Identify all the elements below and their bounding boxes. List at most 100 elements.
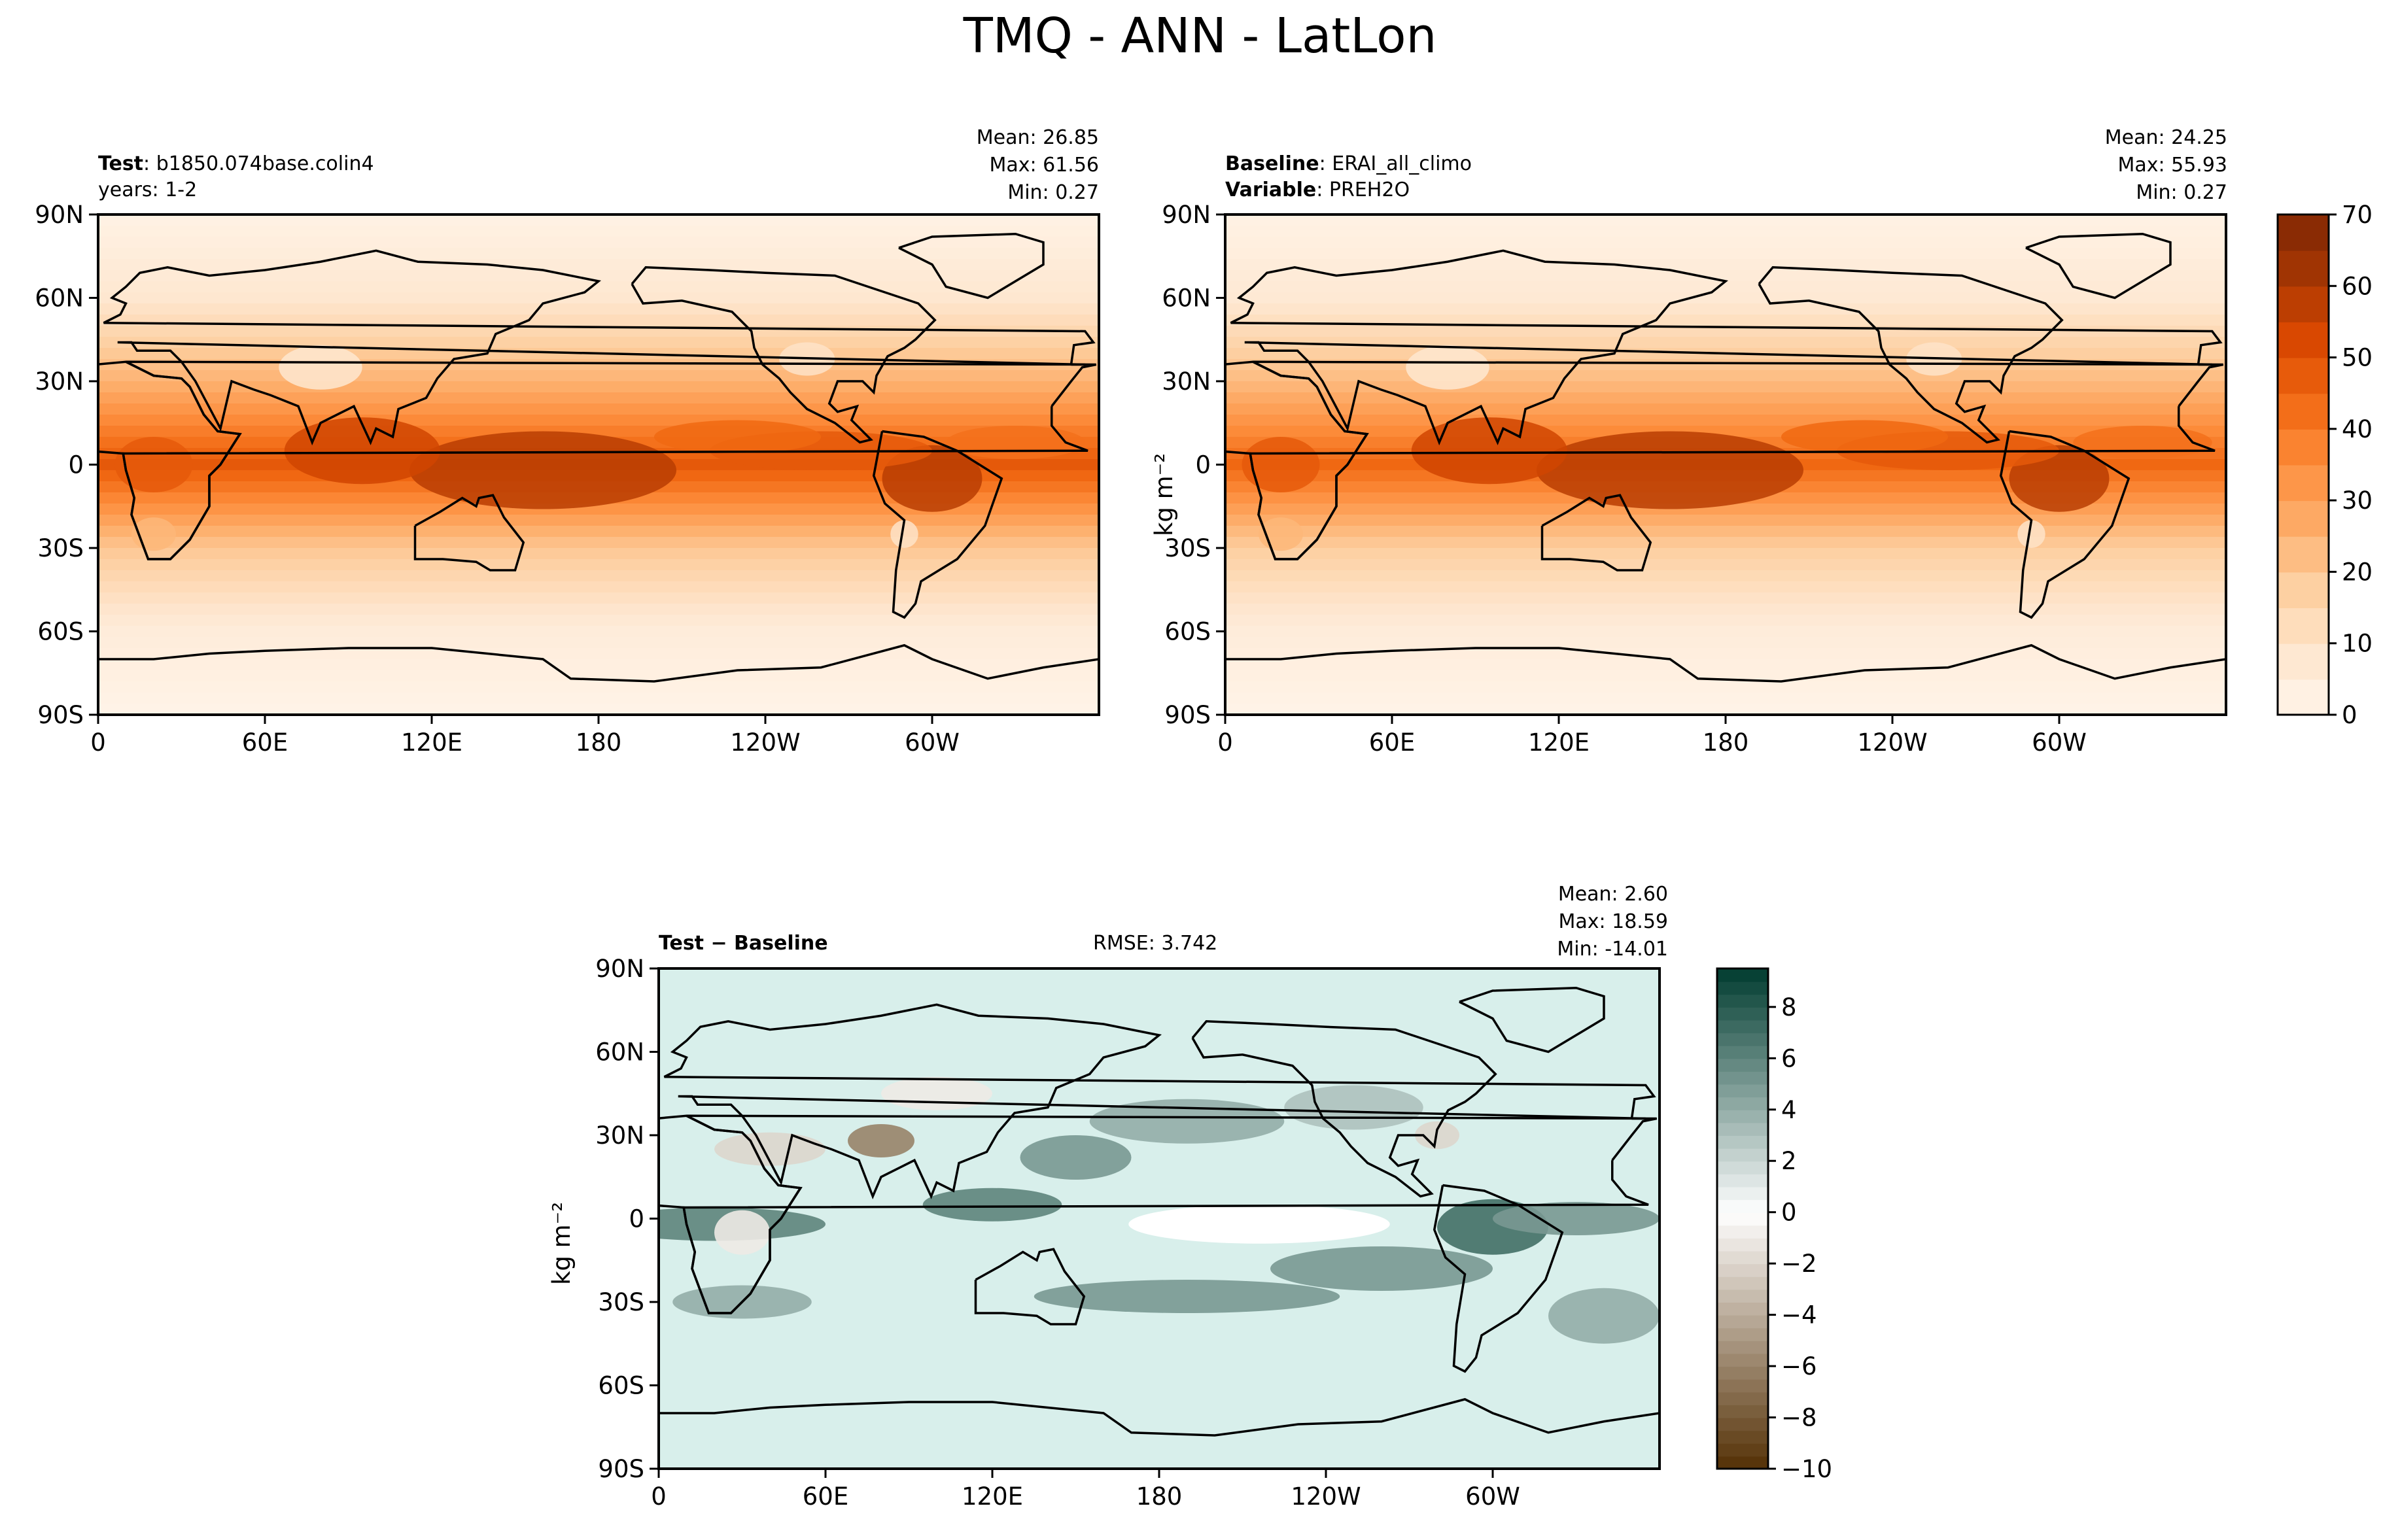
baseline-ytick-label: 30S — [1164, 534, 1211, 562]
diff-rmse: RMSE: 3.742 — [1093, 932, 1218, 955]
baseline-band — [1225, 370, 2226, 382]
test-stat-min: Min: 0.27 — [1007, 181, 1099, 204]
div-colorbar-tick-label: 8 — [1781, 993, 1797, 1021]
div-colorbar-level — [1717, 1006, 1768, 1021]
test-title: Test: b1850.074base.colin4 — [98, 150, 374, 178]
test-name: b1850.074base.colin4 — [156, 152, 374, 175]
test-band — [98, 381, 1099, 393]
baseline-band — [1225, 237, 2226, 248]
test-band — [98, 670, 1099, 682]
div-colorbar-tick-label: 4 — [1781, 1096, 1797, 1124]
baseline-band — [1225, 403, 2226, 415]
baseline-xtick-label: 120W — [1857, 728, 1927, 757]
baseline-band — [1225, 248, 2226, 260]
test-feature — [284, 417, 440, 485]
test-band — [98, 559, 1099, 571]
seq-colorbar-tick-label: 60 — [2342, 272, 2373, 300]
baseline-band — [1225, 637, 2226, 649]
test-coast-africa-west — [98, 360, 242, 560]
test-feature — [654, 420, 821, 454]
diff-feature — [922, 1188, 1062, 1222]
div-colorbar-level — [1717, 1392, 1768, 1405]
seq-colorbar-level — [2278, 464, 2329, 502]
test-band — [98, 270, 1099, 282]
diff-ytick-label: 60S — [598, 1372, 644, 1400]
test-band — [98, 537, 1099, 549]
seq-colorbar-level — [2278, 214, 2329, 251]
div-colorbar-level — [1717, 1225, 1768, 1239]
test-xtick-label: 60W — [905, 728, 960, 757]
test-band — [98, 648, 1099, 660]
baseline-band — [1225, 303, 2226, 315]
test-band — [98, 403, 1099, 415]
test-band — [98, 637, 1099, 649]
baseline-band — [1225, 270, 2226, 282]
test-band — [98, 248, 1099, 260]
test-map-chart: 0 60E 120E 180 120W 60W 90N 60N 30N 0 30S 60S 90S — [35, 201, 1100, 757]
seq-colorbar-level — [2278, 286, 2329, 322]
diff-coast-africa-west — [659, 1114, 803, 1314]
diff-stat-max: Max: 18.59 — [1558, 910, 1668, 933]
test-coast-australia — [413, 494, 525, 572]
test-xtick-label: 60E — [242, 728, 288, 757]
div-colorbar-tick-label: −8 — [1781, 1404, 1817, 1432]
baseline-band — [1225, 693, 2226, 704]
test-stat-max: Max: 61.56 — [989, 154, 1099, 177]
div-colorbar-level — [1717, 1456, 1768, 1469]
test-band — [98, 392, 1099, 404]
div-colorbar-frame — [1716, 967, 1769, 1470]
test-band — [98, 526, 1099, 538]
test-years: years: 1-2 — [98, 179, 198, 201]
baseline-xtick-label: 180 — [1703, 728, 1749, 757]
test-ytick-label: 60N — [35, 284, 84, 313]
diff-feature — [848, 1124, 914, 1157]
div-colorbar-level — [1717, 1417, 1768, 1431]
diff-xtick-label: 120E — [962, 1482, 1023, 1511]
seq-colorbar-tick-label: 40 — [2342, 415, 2373, 443]
baseline-coast-greenland — [2025, 232, 2172, 299]
baseline-variable-name: PREH2O — [1329, 179, 1410, 201]
test-xtick-label: 120W — [730, 728, 800, 757]
diff-stats: Mean: 2.60 Max: 18.59 Min: -14.01 — [1472, 881, 1668, 963]
seq-colorbar-level — [2278, 679, 2329, 715]
diff-xtick-label: 0 — [651, 1482, 667, 1511]
diff-xtick-label: 180 — [1136, 1482, 1183, 1511]
div-colorbar-level — [1717, 1033, 1768, 1046]
baseline-band — [1225, 670, 2226, 682]
div-colorbar-level — [1717, 1186, 1768, 1201]
test-band — [98, 693, 1099, 704]
baseline-ytick-label: 90S — [1164, 701, 1211, 729]
test-band — [98, 615, 1099, 626]
baseline-title: Baseline: ERAI_all_climo — [1225, 150, 1472, 178]
div-colorbar-tick-label: −10 — [1781, 1455, 1832, 1483]
baseline-xtick-label: 60W — [2032, 728, 2087, 757]
baseline-band — [1225, 392, 2226, 404]
figure-title: TMQ - ANN - LatLon — [963, 8, 1437, 64]
test-band — [98, 626, 1099, 638]
test-xtick-label: 120E — [401, 728, 462, 757]
div-colorbar-level — [1717, 1327, 1768, 1341]
div-colorbar-level — [1717, 1019, 1768, 1034]
baseline-variable-sep: : — [1316, 179, 1329, 201]
div-colorbar-level — [1717, 1263, 1768, 1277]
diff-ytick-label: 0 — [629, 1205, 644, 1233]
diff-ytick-label: 90S — [598, 1455, 644, 1483]
diff-field — [659, 968, 1660, 1469]
baseline-band — [1225, 681, 2226, 693]
div-colorbar-tick-label: 0 — [1781, 1199, 1797, 1227]
div-colorbar-level — [1717, 1084, 1768, 1098]
baseline-ytick-label: 60S — [1164, 618, 1211, 646]
baseline-band — [1225, 548, 2226, 560]
test-band — [98, 604, 1099, 615]
baseline-coastlines — [1225, 232, 2226, 683]
seq-colorbar-level — [2278, 607, 2329, 644]
div-colorbar-level — [1717, 1314, 1768, 1329]
div-colorbar-level — [1717, 1340, 1768, 1354]
div-colorbar-level — [1717, 1378, 1768, 1393]
seq-colorbar-level — [2278, 500, 2329, 537]
diff-coastlines — [659, 986, 1660, 1437]
baseline-stats: Mean: 24.25 Max: 55.93 Min: 0.27 — [2031, 124, 2227, 207]
baseline-band — [1225, 592, 2226, 604]
diff-feature — [881, 1076, 992, 1110]
test-band — [98, 303, 1099, 315]
